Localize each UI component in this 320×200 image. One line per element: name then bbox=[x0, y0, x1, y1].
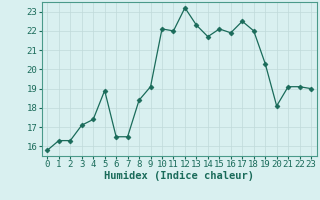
X-axis label: Humidex (Indice chaleur): Humidex (Indice chaleur) bbox=[104, 171, 254, 181]
